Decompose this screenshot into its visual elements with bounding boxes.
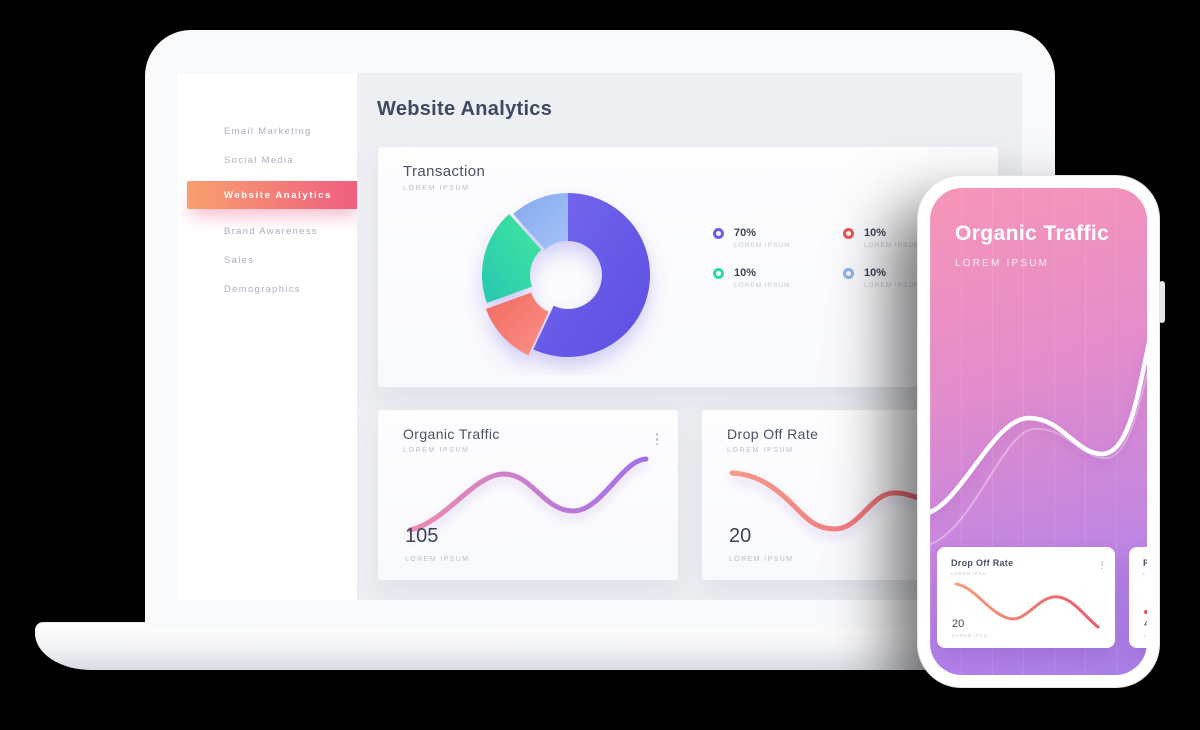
donut-segment-green — [482, 214, 542, 304]
kebab-menu-icon[interactable] — [655, 432, 658, 447]
legend-label: LOREM IPSUM — [734, 242, 791, 249]
phone-mockup: Organic Traffic LOREM IPSUM Drop Off Rat… — [917, 175, 1165, 688]
phone-partial-value: 4 — [1144, 618, 1147, 630]
legend-label: LOREM IPSUM — [734, 282, 791, 289]
legend-label: LOREM IPSUM — [864, 282, 921, 289]
organic-traffic-value-label: LOREM IPSUM — [405, 556, 470, 563]
phone-partial-subtitle: L — [1143, 571, 1147, 576]
kebab-menu-icon[interactable] — [1101, 560, 1103, 570]
page-title: Website Analytics — [377, 98, 553, 120]
sidebar-item-brand-awareness[interactable]: Brand Awareness — [224, 226, 318, 237]
legend-label: LOREM IPSUM — [864, 242, 921, 249]
organic-traffic-value: 105 — [405, 525, 439, 547]
organic-traffic-title: Organic Traffic — [403, 426, 500, 442]
legend-swatch-purple — [713, 228, 724, 239]
transaction-title: Transaction — [403, 163, 486, 180]
legend-value: 70% — [734, 227, 757, 239]
transaction-card: Transaction LOREM IPSUM — [378, 147, 998, 387]
legend-item-10-red: 10% LOREM IPSUM — [843, 227, 973, 249]
phone-power-button — [1159, 281, 1165, 323]
phone-page-subtitle: LOREM IPSUM — [955, 258, 1050, 269]
phone-partial-card: R L 4 L — [1129, 547, 1147, 648]
transaction-donut-chart — [468, 175, 668, 375]
donut-legend: 70% LOREM IPSUM 10% LOREM IPSUM — [713, 227, 973, 289]
legend-value: 10% — [864, 227, 887, 239]
sidebar-item-demographics[interactable]: Demographics — [224, 284, 301, 295]
phone-dropoff-line-chart — [954, 582, 1100, 629]
dropoff-rate-line-chart — [729, 470, 937, 532]
sidebar-item-email-marketing[interactable]: Email Marketing — [224, 126, 312, 137]
phone-dropoff-value: 20 — [952, 618, 965, 630]
main-content: Website Analytics Transaction LOREM IPSU… — [357, 73, 1022, 600]
laptop-screen: Email Marketing Social Media Website Ana… — [177, 73, 1022, 600]
sidebar-item-sales[interactable]: Sales — [224, 255, 255, 266]
legend-value: 10% — [734, 267, 757, 279]
dropoff-rate-value-label: LOREM IPSUM — [729, 556, 794, 563]
phone-dropoff-card: Drop Off Rate LOREM IPSU 20 LOREM IPSU — [937, 547, 1115, 648]
phone-dropoff-subtitle: LOREM IPSU — [951, 571, 987, 576]
phone-partial-dot — [1144, 610, 1147, 614]
phone-page-title: Organic Traffic — [955, 222, 1110, 245]
donut-segment-blue — [513, 193, 568, 250]
dropoff-rate-title: Drop Off Rate — [727, 426, 819, 442]
legend-item-10-blue: 10% LOREM IPSUM — [843, 267, 973, 289]
sidebar-item-website-analytics[interactable]: Website Analytics — [187, 181, 362, 209]
organic-traffic-subtitle: LOREM IPSUM — [403, 447, 470, 454]
legend-value: 10% — [864, 267, 887, 279]
phone-partial-value-label: L — [1144, 633, 1147, 638]
phone-dropoff-value-label: LOREM IPSU — [952, 633, 988, 638]
sidebar: Email Marketing Social Media Website Ana… — [177, 73, 362, 600]
legend-item-70: 70% LOREM IPSUM — [713, 227, 843, 249]
laptop-lid: Email Marketing Social Media Website Ana… — [145, 30, 1055, 630]
dropoff-rate-subtitle: LOREM IPSUM — [727, 447, 794, 454]
phone-screen: Organic Traffic LOREM IPSUM Drop Off Rat… — [930, 188, 1147, 675]
donut-segment-70 — [533, 193, 650, 357]
legend-swatch-red — [843, 228, 854, 239]
transaction-subtitle: LOREM IPSUM — [403, 185, 470, 192]
phone-partial-title: R — [1143, 558, 1147, 568]
dropoff-rate-value: 20 — [729, 525, 752, 547]
legend-swatch-blue — [843, 268, 854, 279]
sidebar-item-social-media[interactable]: Social Media — [224, 155, 294, 166]
phone-dropoff-title: Drop Off Rate — [951, 558, 1014, 568]
phone-organic-line-chart — [930, 341, 1147, 546]
legend-item-10-green: 10% LOREM IPSUM — [713, 267, 843, 289]
donut-segment-coral — [485, 292, 549, 356]
organic-traffic-card: Organic Traffic LOREM IPSUM — [378, 410, 678, 580]
organic-traffic-line-chart — [407, 456, 649, 533]
legend-swatch-green — [713, 268, 724, 279]
